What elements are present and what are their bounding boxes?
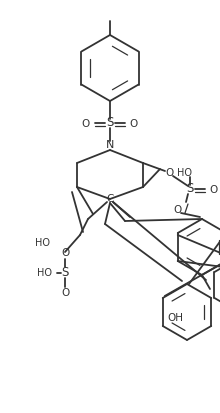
Text: O: O (82, 119, 90, 129)
Text: O: O (174, 205, 182, 215)
Text: OH: OH (167, 313, 183, 323)
Text: HO: HO (176, 168, 191, 178)
Text: O: O (210, 185, 218, 195)
Text: S: S (186, 183, 194, 195)
Text: HO: HO (35, 238, 50, 248)
Text: S: S (61, 266, 69, 280)
Text: O: O (130, 119, 138, 129)
Text: N: N (106, 140, 114, 150)
Text: O: O (166, 168, 174, 178)
Text: S: S (106, 116, 114, 130)
Text: O: O (61, 248, 69, 258)
Text: O: O (61, 288, 69, 298)
Text: C: C (106, 194, 114, 204)
Text: HO: HO (37, 268, 52, 278)
